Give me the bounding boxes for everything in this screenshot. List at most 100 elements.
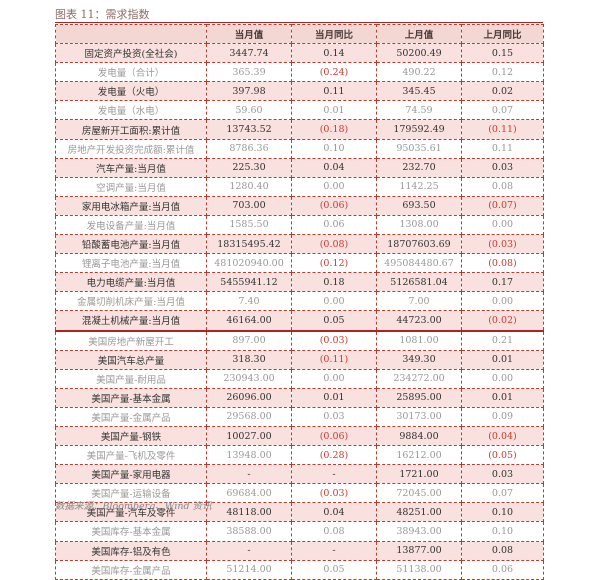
current-value-cell: 13743.52 [206,119,292,140]
prev-yoy-cell: 0.02 [461,81,544,102]
prev-value-cell: 1142.25 [376,176,462,197]
current-yoy-cell: (0.06) [291,425,377,447]
current-yoy-cell: 0.04 [291,157,377,178]
current-value-cell: 51214.00 [206,559,292,580]
current-yoy-cell: (0.28) [291,445,377,466]
table-row: 铅酸蓄电池产量:当月值 18315495.42 (0.08) 18707603.69(… [55,234,544,255]
row-name-cell: 金属切削机床产量:当月值 [55,291,207,312]
current-yoy-cell: (0.03) [291,483,377,504]
current-value-cell: 703.00 [206,195,292,216]
table-row: 家用电冰箱产量:当月值 703.00 (0.06) 693.50 (0.07) [55,195,544,216]
current-value-cell: 365.39 [206,62,292,83]
header-cell-current-value: 当月值 [206,23,292,45]
prev-value-cell: 9884.00 [376,425,462,447]
demand-index-table: 当月值 当月同比 上月值 上月同比 固定资产投资(全社会) 3447.74 0.14… [55,23,544,580]
current-value-cell: - [206,464,292,485]
current-yoy-cell: 0.00 [291,176,377,197]
row-name-cell: 发电量（合计） [55,62,207,83]
row-name-cell: 混凝土机械产量:当月值 [55,310,207,331]
table-row: 美国产量-飞机及零件 13948.00 (0.28) 16212.00 (0.05) [55,445,544,466]
prev-yoy-cell: 0.08 [461,176,544,197]
prev-value-cell: 95035.61 [376,138,462,159]
row-name-cell: 发电量（火电） [55,81,207,102]
prev-value-cell: 1308.00 [376,214,462,236]
current-yoy-cell: 0.01 [291,387,377,408]
current-value-cell: 29568.00 [206,406,292,427]
current-yoy-cell: 0.08 [291,521,377,542]
table-row: 美国产量-金属产品 29568.00 0.03 30173.00 0.09 [55,406,544,427]
table-row: 发电量（水电） 59.60 0.01 74.59 0.07 [55,100,544,121]
row-name-cell: 美国产量-耐用品 [55,368,207,389]
prev-yoy-cell: (0.03) [461,234,544,255]
current-yoy-cell: 0.11 [291,81,377,102]
current-value-cell: - [206,540,292,561]
prev-value-cell: 51138.00 [376,559,462,580]
current-value-cell: 5455941.12 [206,272,292,293]
current-yoy-cell: 0.05 [291,559,377,580]
prev-value-cell: 13877.00 [376,540,462,561]
current-value-cell: 18315495.42 [206,234,292,255]
current-yoy-cell: 0.05 [291,310,377,331]
current-yoy-cell: (0.18) [291,119,377,140]
prev-yoy-cell: 0.00 [461,368,544,389]
prev-yoy-cell: (0.02) [461,310,544,331]
prev-yoy-cell: (0.04) [461,425,544,447]
row-name-cell: 铅酸蓄电池产量:当月值 [55,234,207,255]
prev-yoy-cell: 0.01 [461,349,544,370]
table-row: 美国库存-金属产品 51214.00 0.05 51138.00 0.06 [55,559,544,580]
current-yoy-cell: 0.10 [291,138,377,159]
header-cell-prev-value: 上月值 [376,23,462,45]
table-row: 美国产量-基本金属 26096.00 0.01 25895.00 0.01 [55,387,544,408]
prev-value-cell: 50200.49 [376,43,462,64]
current-value-cell: 46164.00 [206,310,292,331]
prev-value-cell: 44723.00 [376,310,462,331]
current-yoy-cell: (0.12) [291,253,377,274]
current-value-cell: 397.98 [206,81,292,102]
row-name-cell: 美国产量-钢铁 [55,425,207,447]
table-row: 发电量（火电） 397.98 0.11 345.45 0.02 [55,81,544,102]
current-yoy-cell: (0.24) [291,62,377,83]
table-row: 电力电缆产量:当月值 5455941.12 0.18 5126581.04 0.17 [55,272,544,293]
table-row: 发电量（合计） 365.39 (0.24) 490.22 0.12 [55,62,544,83]
prev-yoy-cell: 0.03 [461,157,544,178]
current-value-cell: 69684.00 [206,483,292,504]
prev-yoy-cell: 0.12 [461,62,544,83]
prev-yoy-cell: 0.09 [461,406,544,427]
prev-value-cell: 16212.00 [376,445,462,466]
current-yoy-cell: 0.00 [291,291,377,312]
current-value-cell: 7.40 [206,291,292,312]
table-row: 美国产量-钢铁 10027.00 (0.06) 9884.00 (0.04) [55,425,544,447]
prev-yoy-cell: 0.08 [461,540,544,561]
current-value-cell: 897.00 [206,329,292,351]
row-name-cell: 房地产开发投资完成额:累计值 [55,138,207,159]
table-row: 房屋新开工面积:累计值 13743.52 (0.18) 179592.49 (0.11) [55,119,544,140]
data-source-note: 数据来源：Bloomberg、Wind 资讯 [55,501,212,512]
prev-yoy-cell: (0.05) [461,445,544,466]
current-yoy-cell: (0.06) [291,195,377,216]
prev-yoy-cell: 0.21 [461,329,544,351]
table-row: 空调产量:当月值 1280.40 0.00 1142.25 0.08 [55,176,544,197]
header-cell-name [55,23,207,45]
prev-yoy-cell: (0.07) [461,195,544,216]
prev-value-cell: 48251.00 [376,502,462,523]
current-yoy-cell: - [291,464,377,485]
current-value-cell: 225.30 [206,157,292,178]
figure-caption: 图表 11：需求指数 [55,8,150,21]
row-name-cell: 房屋新开工面积:累计值 [55,119,207,140]
row-name-cell: 美国库存-铝及有色 [55,540,207,561]
table-row: 美国库存-基本金属 38588.00 0.08 38943.00 0.10 [55,521,544,542]
prev-yoy-cell: (0.11) [461,119,544,140]
row-name-cell: 发电量（水电） [55,100,207,121]
prev-yoy-cell: 0.00 [461,291,544,312]
prev-value-cell: 38943.00 [376,521,462,542]
header-cell-prev-yoy: 上月同比 [461,23,544,45]
prev-value-cell: 345.45 [376,81,462,102]
table-row: 美国汽车总产量 318.30 (0.11) 349.30 0.01 [55,349,544,370]
row-name-cell: 电力电缆产量:当月值 [55,272,207,293]
prev-yoy-cell: 0.10 [461,502,544,523]
row-name-cell: 美国产量-飞机及零件 [55,445,207,466]
prev-value-cell: 72045.00 [376,483,462,504]
prev-yoy-cell: 0.11 [461,138,544,159]
row-name-cell: 锂离子电池产量:当月值 [55,253,207,274]
prev-yoy-cell: 0.15 [461,43,544,64]
